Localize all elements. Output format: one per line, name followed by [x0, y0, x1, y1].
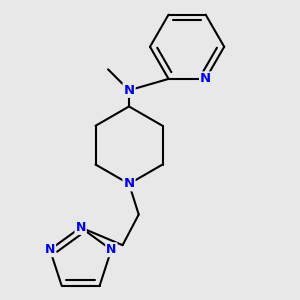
Text: N: N: [45, 243, 55, 256]
Text: N: N: [124, 177, 135, 190]
Text: N: N: [124, 84, 135, 97]
Text: N: N: [76, 221, 86, 234]
Text: N: N: [106, 243, 116, 256]
Text: N: N: [200, 72, 211, 86]
